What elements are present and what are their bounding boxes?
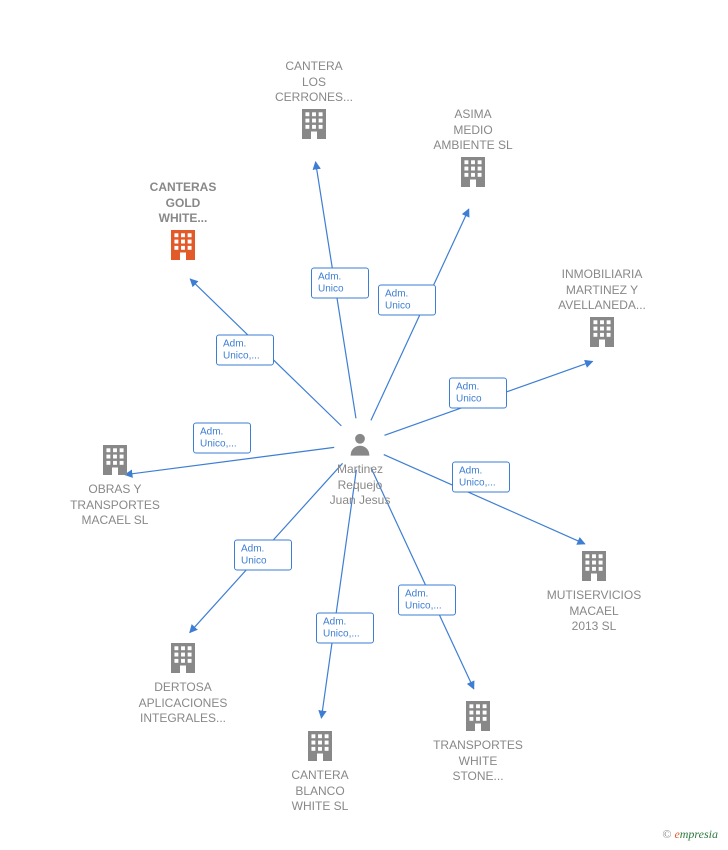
edge-asima_medio_ambiente — [371, 209, 469, 420]
node-label: OBRAS Y TRANSPORTES MACAEL SL — [45, 482, 185, 529]
node-label: DERTOSA APLICACIONES INTEGRALES... — [113, 680, 253, 727]
edge-canteras_gold_white — [190, 279, 341, 426]
building-icon — [165, 227, 201, 263]
edge-label-canteras_gold_white: Adm. Unico,... — [216, 335, 274, 366]
building-icon — [455, 154, 491, 190]
center-node-person[interactable]: Martinez Requejo Juan Jesus — [300, 430, 420, 509]
edge-label-obras_transportes_macael: Adm. Unico,... — [193, 423, 251, 454]
node-obras_transportes_macael[interactable]: OBRAS Y TRANSPORTES MACAEL SL — [45, 442, 185, 529]
node-dertosa_aplicaciones[interactable]: DERTOSA APLICACIONES INTEGRALES... — [113, 640, 253, 727]
node-label: TRANSPORTES WHITE STONE... — [408, 738, 548, 785]
node-label: CANTERAS GOLD WHITE... — [113, 180, 253, 227]
person-icon — [346, 430, 374, 458]
building-icon — [576, 548, 612, 584]
footer-credit: © empresia — [662, 827, 718, 842]
center-node-label: Martinez Requejo Juan Jesus — [300, 462, 420, 509]
building-icon — [165, 640, 201, 676]
node-canteras_gold_white[interactable]: CANTERAS GOLD WHITE... — [113, 176, 253, 263]
node-inmobiliaria_martinez[interactable]: INMOBILIARIA MARTINEZ Y AVELLANEDA... — [532, 263, 672, 350]
building-icon — [302, 728, 338, 764]
node-cantera_los_cerrones[interactable]: CANTERA LOS CERRONES... — [244, 55, 384, 142]
edge-label-cantera_los_cerrones: Adm. Unico — [311, 268, 369, 299]
edge-cantera_los_cerrones — [316, 162, 356, 418]
building-icon — [296, 106, 332, 142]
building-icon — [584, 314, 620, 350]
node-label: ASIMA MEDIO AMBIENTE SL — [403, 107, 543, 154]
node-mutiservicios_macael[interactable]: MUTISERVICIOS MACAEL 2013 SL — [524, 548, 664, 635]
copyright-symbol: © — [662, 827, 671, 841]
node-label: CANTERA BLANCO WHITE SL — [250, 768, 390, 815]
node-label: MUTISERVICIOS MACAEL 2013 SL — [524, 588, 664, 635]
edge-label-transportes_white_stone: Adm. Unico,... — [398, 585, 456, 616]
edge-label-dertosa_aplicaciones: Adm. Unico — [234, 540, 292, 571]
node-transportes_white_stone[interactable]: TRANSPORTES WHITE STONE... — [408, 698, 548, 785]
building-icon — [460, 698, 496, 734]
edge-label-asima_medio_ambiente: Adm. Unico — [378, 285, 436, 316]
node-asima_medio_ambiente[interactable]: ASIMA MEDIO AMBIENTE SL — [403, 103, 543, 190]
node-label: CANTERA LOS CERRONES... — [244, 59, 384, 106]
edge-label-inmobiliaria_martinez: Adm. Unico — [449, 378, 507, 409]
edge-label-cantera_blanco_white: Adm. Unico,... — [316, 613, 374, 644]
building-icon — [97, 442, 133, 478]
edge-inmobiliaria_martinez — [384, 361, 592, 435]
network-diagram: Martinez Requejo Juan Jesus CANTERA LOS C… — [0, 0, 728, 850]
edge-label-mutiservicios_macael: Adm. Unico,... — [452, 462, 510, 493]
brand-name: empresia — [674, 827, 718, 841]
node-cantera_blanco_white[interactable]: CANTERA BLANCO WHITE SL — [250, 728, 390, 815]
node-label: INMOBILIARIA MARTINEZ Y AVELLANEDA... — [532, 267, 672, 314]
